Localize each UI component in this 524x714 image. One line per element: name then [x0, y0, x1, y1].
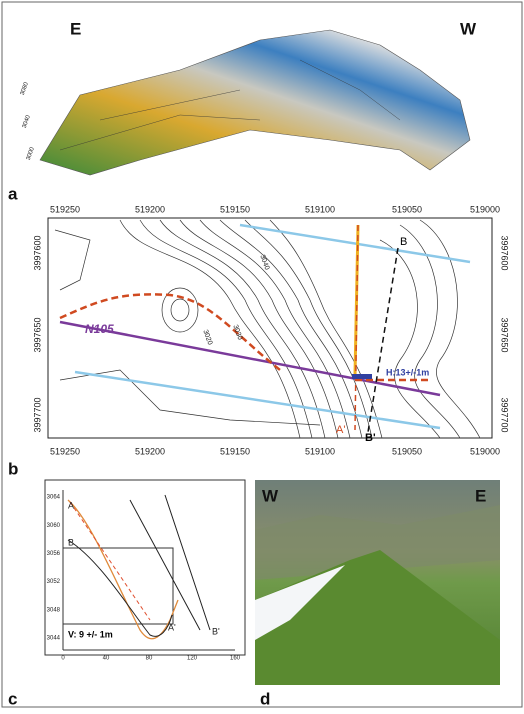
y-tick-label: 3997600	[500, 235, 510, 270]
panel-label: a	[8, 184, 18, 203]
point-label: B'	[212, 626, 220, 636]
x-tick-label: 40	[103, 656, 110, 662]
y-tick-label: 3997650	[500, 317, 510, 352]
offset-label: H:13+/-1m	[386, 367, 429, 377]
offset-marker	[352, 374, 372, 379]
point-label: B	[68, 537, 74, 547]
panel-label: b	[8, 459, 18, 478]
y-tick-label: 3056	[47, 551, 61, 557]
z-tick: 3000	[26, 146, 36, 161]
y-tick-label: 3044	[47, 636, 61, 642]
terrain-model	[40, 30, 470, 175]
x-tick-label: 80	[146, 656, 153, 662]
panel-label: c	[8, 689, 17, 708]
x-tick-label: 519150	[220, 446, 250, 456]
photo-left: W	[262, 486, 279, 505]
z-tick: 3080	[20, 81, 30, 96]
figure: E W 3080 3040 3000 a N105 H:13+/-1m B B'…	[0, 0, 524, 709]
x-tick-label: 519250	[50, 446, 80, 456]
point-label: A'	[336, 424, 345, 436]
photo-right: E	[475, 486, 486, 505]
y-tick-label: 3997700	[500, 397, 510, 432]
z-tick: 3040	[22, 114, 32, 129]
panel-a-right: W	[460, 19, 477, 38]
x-tick-label: 519100	[305, 204, 335, 214]
y-tick-label: 3060	[47, 523, 61, 529]
y-tick-label: 3997600	[32, 235, 42, 270]
y-tick-label: 3052	[47, 579, 61, 585]
x-tick-label: 519000	[470, 204, 500, 214]
y-tick-label: 3064	[47, 495, 61, 501]
x-tick-label: 0	[61, 656, 65, 662]
fault-label: N105	[85, 322, 114, 336]
panel-a-left: E	[70, 19, 81, 38]
x-tick-label: 519100	[305, 446, 335, 456]
y-tick-label: 3048	[47, 607, 61, 613]
x-tick-label: 519250	[50, 204, 80, 214]
x-tick-label: 160	[230, 656, 241, 662]
y-tick-label: 3997700	[32, 397, 42, 432]
point-label: B'	[365, 432, 376, 444]
panel-label: d	[260, 689, 270, 708]
x-tick-label: 519150	[220, 204, 250, 214]
y-tick-label: 3997650	[32, 317, 42, 352]
x-tick-label: 519050	[392, 204, 422, 214]
offset-label: V: 9 +/- 1m	[68, 629, 113, 639]
x-tick-label: 519050	[392, 446, 422, 456]
x-tick-label: 519000	[470, 446, 500, 456]
x-tick-label: 519200	[135, 204, 165, 214]
point-label: B	[400, 236, 407, 248]
x-tick-label: 120	[187, 656, 198, 662]
point-label: A'	[168, 622, 176, 632]
map-frame	[48, 218, 492, 438]
point-label: A	[68, 500, 74, 510]
x-tick-label: 519200	[135, 446, 165, 456]
